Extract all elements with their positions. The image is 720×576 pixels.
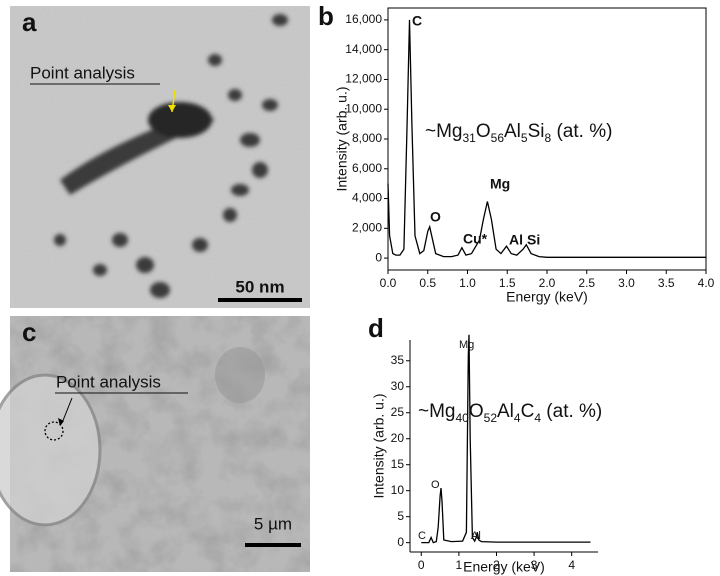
scale-bar-label: 50 nm — [235, 277, 284, 296]
figure: a Point analysis 50 nm c Point analysis … — [0, 0, 720, 576]
composition: ~Mg40O52Al4C4 (at. %) — [418, 401, 602, 425]
x-tick-label: 0.0 — [380, 276, 397, 290]
peak-label: Mg — [490, 176, 510, 192]
peak-label: Si — [527, 232, 540, 248]
peak-label: Al — [471, 530, 481, 542]
peak-label: C — [418, 530, 426, 542]
peak-label: O — [431, 479, 440, 491]
y-tick-label: 30 — [391, 379, 405, 393]
y-tick-label: 20 — [391, 431, 405, 445]
spectrum-line — [421, 335, 590, 543]
panel-label: c — [22, 317, 36, 347]
y-axis-label: Intensity (arb. u.) — [334, 86, 350, 191]
panel-label: a — [22, 7, 37, 37]
tem-image — [10, 6, 310, 308]
y-tick-label: 16,000 — [345, 12, 382, 26]
x-axis-label: Energy (keV) — [506, 289, 588, 305]
peak-label: Cu* — [463, 231, 488, 247]
y-tick-label: 10,000 — [345, 101, 382, 115]
x-tick-label: 3.5 — [658, 276, 675, 290]
scale-bar-label: 5 µm — [254, 514, 292, 533]
point-analysis-note: Point analysis — [56, 372, 161, 391]
y-tick-label: 10 — [391, 483, 405, 497]
x-tick-label: 4 — [568, 558, 575, 572]
x-axis-label: Energy (keV) — [463, 559, 545, 575]
y-tick-label: 15 — [391, 457, 405, 471]
y-tick-label: 12,000 — [345, 72, 382, 86]
x-tick-label: 0 — [418, 558, 425, 572]
y-tick-label: 0 — [375, 250, 382, 264]
peak-label: Al — [509, 232, 523, 248]
y-tick-label: 4,000 — [352, 191, 382, 205]
y-tick-label: 5 — [397, 509, 404, 523]
y-tick-label: 2,000 — [352, 220, 382, 234]
peak-label: Mg — [459, 339, 474, 351]
x-tick-label: 3.0 — [618, 276, 635, 290]
y-tick-label: 25 — [391, 405, 405, 419]
x-tick-label: 1.0 — [459, 276, 476, 290]
peak-label: O — [430, 209, 441, 225]
peak-label: C — [412, 13, 422, 29]
x-tick-label: 4.0 — [698, 276, 715, 290]
y-tick-label: 0 — [397, 535, 404, 549]
point-analysis-note: Point analysis — [30, 63, 135, 82]
y-tick-label: 8,000 — [352, 131, 382, 145]
composition: ~Mg31O56Al5Si8 (at. %) — [425, 121, 612, 145]
y-axis-label: Intensity (arb. u.) — [371, 393, 387, 498]
y-tick-label: 6,000 — [352, 161, 382, 175]
panel-label: b — [318, 1, 334, 31]
panel-label: d — [368, 313, 384, 343]
x-tick-label: 0.5 — [419, 276, 436, 290]
sem-image — [0, 316, 310, 572]
x-tick-label: 1 — [456, 558, 463, 572]
y-tick-label: 35 — [391, 353, 405, 367]
y-tick-label: 14,000 — [345, 42, 382, 56]
